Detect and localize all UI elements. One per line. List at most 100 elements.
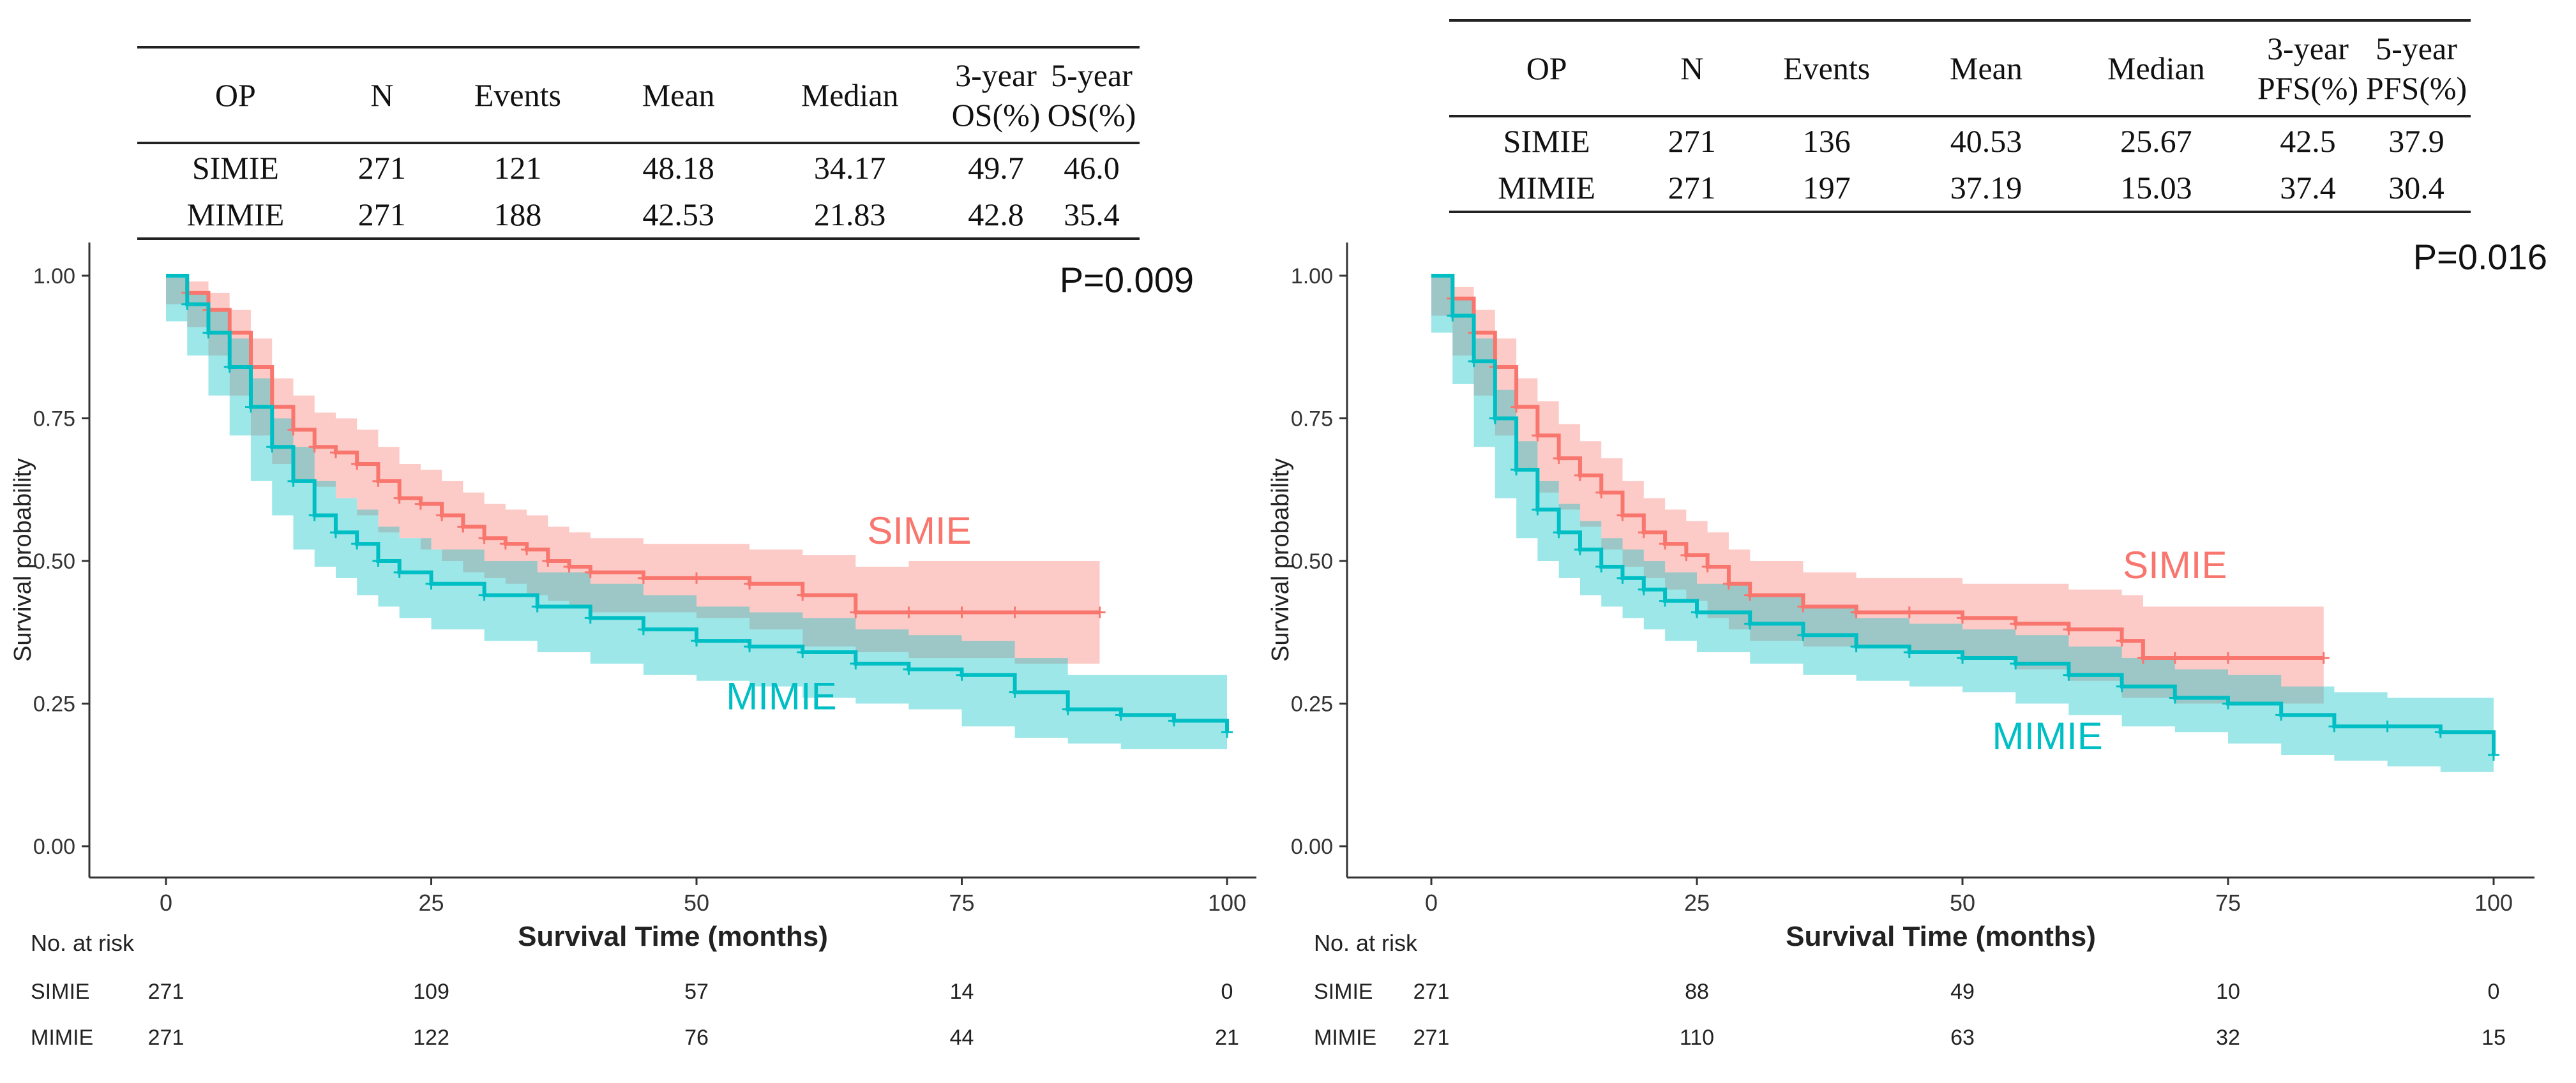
cell-3yr: 37.4 [2254, 164, 2362, 213]
censor-mark [1553, 452, 1565, 465]
x-tick-label: 50 [1950, 890, 1975, 916]
censor-mark [1691, 606, 1703, 618]
censor-mark [457, 521, 469, 533]
censor-mark [478, 589, 490, 601]
censor-mark [1659, 538, 1671, 550]
y-tick-label: 0.75 [1291, 407, 1333, 431]
survival-line-mimie [1431, 274, 2496, 755]
censor-mark [1221, 726, 1233, 738]
ci-band-mimie [166, 276, 1227, 750]
censor-mark [478, 532, 490, 544]
censor-mark [744, 578, 756, 590]
censor-mark [2063, 624, 2075, 636]
cell-events: 188 [430, 191, 605, 240]
risk-count: 63 [1950, 1026, 1975, 1050]
censor-mark [637, 624, 649, 636]
header-events: Events [430, 46, 605, 144]
censor-mark [2328, 721, 2340, 733]
risk-count: 10 [2216, 980, 2240, 1004]
censor-mark [2116, 680, 2128, 692]
censor-mark [637, 572, 649, 584]
cell-3yr: 49.7 [968, 149, 1024, 186]
cell-median: 21.83 [751, 191, 948, 240]
series-label-mimie: MIMIE [1992, 715, 2102, 758]
censor-mark [414, 498, 426, 510]
table-row: SIMIE 271 136 40.53 25.67 42.5 37.9 [1449, 116, 2471, 164]
censor-mark [850, 657, 862, 669]
censor-mark [1168, 715, 1180, 727]
cell-5yr: 37.9 [2388, 123, 2444, 159]
censor-mark [1510, 401, 1523, 413]
risk-count: 109 [413, 980, 449, 1004]
cell-5yr: 35.4 [1044, 191, 1140, 240]
censor-mark [797, 589, 809, 601]
y-tick-label: 0.50 [1291, 549, 1333, 574]
censor-mark [1574, 469, 1586, 481]
censor-mark [2063, 669, 2075, 681]
censor-mark [1680, 549, 1692, 562]
table-row: MIMIE 271 188 42.53 21.83 42.8 35.4 [137, 191, 1140, 240]
censor-mark [1009, 606, 1021, 618]
censor-mark [329, 527, 342, 539]
risk-count: 76 [684, 1026, 709, 1050]
censor-mark [2222, 698, 2234, 710]
y-tick-label: 0.25 [33, 692, 75, 717]
censor-mark [2010, 657, 2022, 669]
censor-mark [351, 538, 363, 550]
censor-mark [1115, 709, 1127, 721]
summary-table-pfs: OP N Events Mean Median 3-year PFS(%) 5-… [1449, 19, 2471, 213]
risk-count: 21 [1215, 1026, 1239, 1050]
cell-5yr: 30.4 [2362, 164, 2471, 213]
x-tick-label: 75 [949, 890, 974, 916]
censor-mark [1062, 703, 1074, 715]
ci-band-mimie [1431, 276, 2494, 772]
censor-mark [2488, 749, 2499, 761]
risk-count: 0 [1221, 980, 1233, 1004]
km-panel-pfs: OP N Events Mean Median 3-year PFS(%) 5-… [1267, 0, 2576, 1083]
cell-median: 15.03 [2058, 164, 2254, 213]
censor-mark [2434, 726, 2446, 738]
survival-line-mimie [166, 274, 1229, 733]
censor-mark [351, 458, 363, 470]
x-tick-label: 25 [418, 890, 444, 916]
risk-count: 44 [950, 1026, 974, 1050]
censor-mark [1510, 463, 1523, 475]
header-events: Events [1740, 19, 1914, 117]
censor-mark [850, 606, 862, 618]
header-mean: Mean [1913, 19, 2059, 117]
censor-mark [245, 401, 257, 413]
x-axis-label: Survival Time (months) [1786, 921, 2096, 952]
censor-mark [1616, 572, 1629, 584]
censor-mark [1532, 429, 1544, 442]
censor-mark [691, 572, 702, 584]
ci-band-simie [1431, 276, 2324, 704]
risk-count: 88 [1685, 980, 1709, 1004]
censor-mark [1638, 527, 1650, 539]
censor-mark [287, 424, 299, 436]
censor-mark [2010, 618, 2022, 630]
ci-band-simie [166, 276, 1100, 664]
y-axis-label: Survival probability [10, 458, 36, 662]
censor-mark [1595, 560, 1608, 572]
censor-mark [1957, 612, 1968, 624]
risk-count: 110 [1680, 1026, 1714, 1050]
censor-mark [2317, 652, 2330, 664]
x-tick-label: 100 [2474, 890, 2513, 916]
censor-mark [393, 492, 405, 504]
censor-mark [2169, 692, 2181, 704]
censor-mark [223, 361, 236, 373]
risk-count: 271 [148, 1026, 185, 1050]
censor-mark [181, 298, 193, 310]
header-n: N [1644, 19, 1740, 117]
censor-mark [308, 441, 320, 453]
censor-mark [956, 669, 968, 681]
censor-mark [1903, 646, 1915, 659]
censor-mark [1850, 641, 1862, 653]
censor-mark [287, 475, 299, 487]
censor-mark [584, 566, 596, 578]
censor-mark [1009, 686, 1021, 698]
cell-events: 197 [1740, 164, 1914, 213]
header-3yr: 3-year OS(%) [948, 46, 1044, 144]
y-axis-label: Survival probability [1267, 458, 1294, 662]
